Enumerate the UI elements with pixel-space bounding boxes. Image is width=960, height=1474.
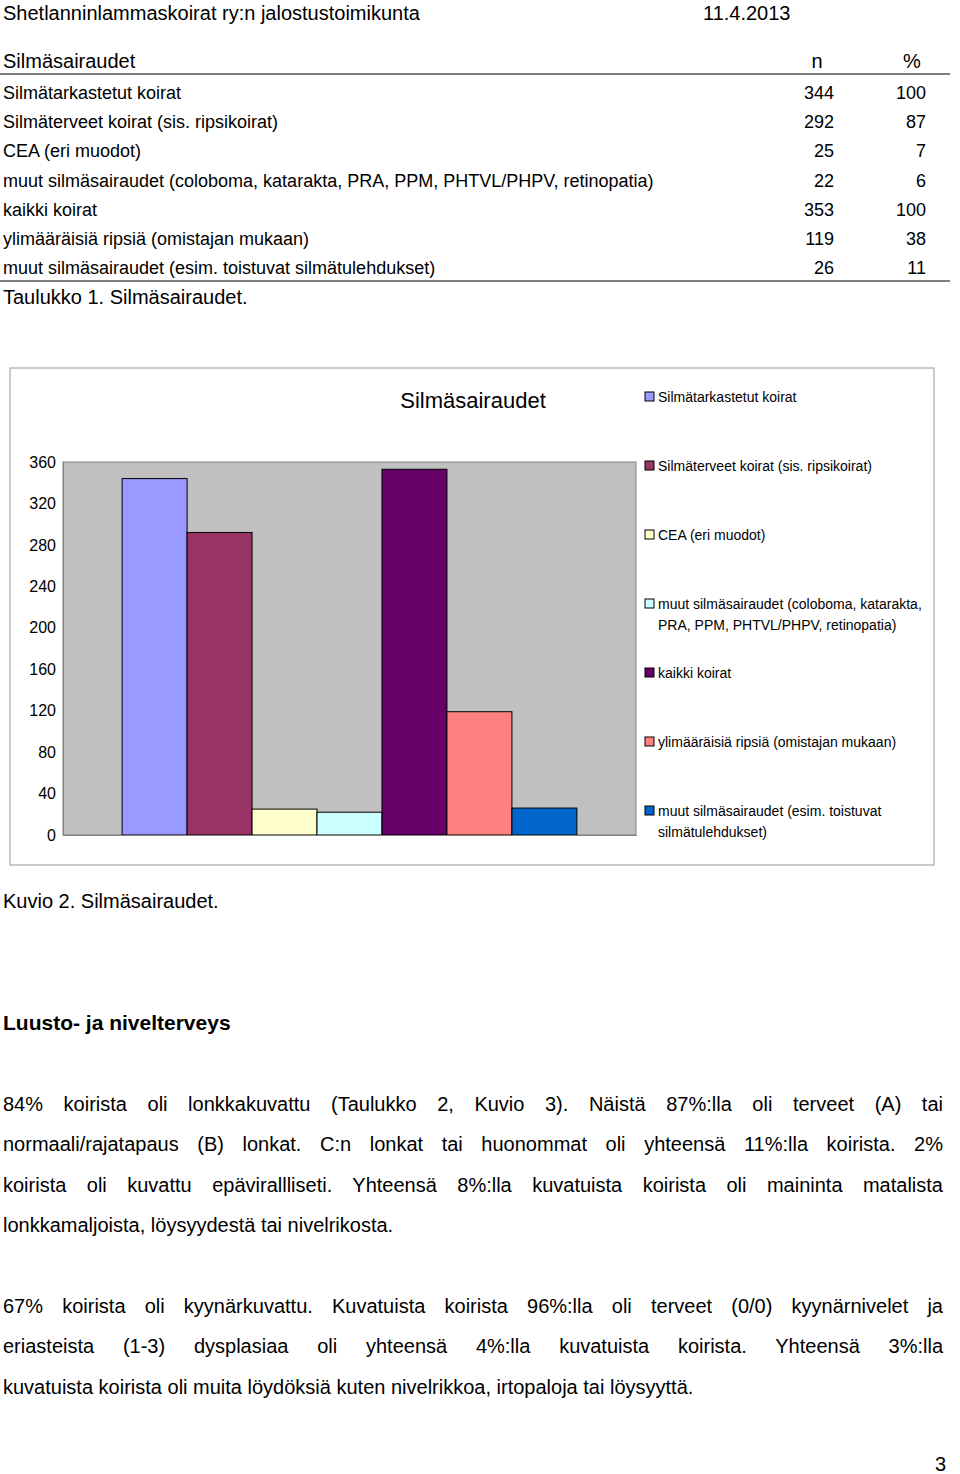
table-cell: 38 [906,229,926,249]
y-tick-label: 240 [29,578,56,595]
paragraph-line: 67% koirista oli kyynärkuvattu. Kuvatuis… [3,1286,943,1326]
table-cell: 119 [805,229,834,249]
legend-label-line: Silmätarkastetut koirat [658,389,797,405]
table-cell: CEA (eri muodot) [3,141,141,161]
bar [122,479,187,835]
y-tick-label: 320 [29,495,56,512]
legend-label: CEA (eri muodot) [658,527,765,543]
chart-frame [10,368,934,865]
legend-swatch [645,392,654,401]
y-tick: 280 [29,537,63,554]
bar [512,808,577,835]
plot-area [63,462,636,835]
legend-label-line: silmätulehdukset) [658,824,767,840]
table-cell: muut silmäsairaudet (coloboma, katarakta… [3,171,654,191]
y-tick: 200 [29,619,63,636]
legend-label-line: ylimääräisiä ripsiä (omistajan mukaan) [658,734,896,750]
section-heading: Luusto- ja nivelterveys [3,1011,231,1034]
y-tick: 360 [29,454,63,471]
table-cell: 292 [804,112,834,132]
legend: Silmätarkastetut koirat Silmäterveet koir… [645,389,922,840]
legend-label: Silmätarkastetut koirat [658,389,797,405]
legend-label: Silmäterveet koirat (sis. ripsikoirat) [658,458,872,474]
bar [447,712,512,835]
page-header-date: 11.4.2013 [703,2,791,24]
paragraph-line: koirista oli kuvattu epävirallliseti. Yh… [3,1165,943,1205]
bar [382,469,447,835]
table-cell: muut silmäsairaudet (esim. toistuvat sil… [3,258,435,278]
y-tick: 120 [29,702,63,719]
legend-swatch [645,668,654,677]
table-cell: 100 [896,83,926,103]
y-tick-label: 40 [38,785,56,802]
y-tick-label: 80 [38,744,56,761]
table-cell: Silmäterveet koirat (sis. ripsikoirat) [3,112,278,132]
page-number: 3 [935,1453,946,1474]
legend-label: kaikki koirat [658,665,731,681]
table-cell: ylimääräisiä ripsiä (omistajan mukaan) [3,229,309,249]
chart-title: Silmäsairaudet [400,388,546,413]
page: { "header": {"title": "Shetlanninlammask… [0,0,960,1474]
paragraph-line: lonkkamaljoista, löysyydestä tai nivelri… [3,1205,943,1245]
table-cell: 7 [916,141,926,161]
table-cell: kaikki koirat [3,200,97,220]
legend-label: ylimääräisiä ripsiä (omistajan mukaan) [658,734,896,750]
table-cell: Silmätarkastetut koirat [3,83,181,103]
y-tick-label: 360 [29,454,56,471]
legend-label: muut silmäsairaudet (coloboma, katarakta… [658,596,922,633]
y-tick: 0 [47,827,63,844]
y-tick: 40 [38,785,63,802]
table-header: n [811,50,822,72]
y-tick-label: 280 [29,537,56,554]
y-tick: 80 [38,744,63,761]
y-axis: 0 40 80 120 160 200 240 280 320 360 [29,454,63,844]
table-cell: 25 [814,141,834,161]
legend-label-line: CEA (eri muodot) [658,527,765,543]
legend-label-line: muut silmäsairaudet (esim. toistuvat [658,803,881,819]
table-cell: 11 [907,258,926,278]
table-cell: 87 [906,112,926,132]
y-tick: 320 [29,495,63,512]
page-header-title: Shetlanninlammaskoirat ry:n jalostustoim… [3,2,421,24]
bar [317,812,382,835]
page-graphics: Shetlanninlammaskoirat ry:n jalostustoim… [0,0,960,1474]
table-cell: 6 [916,171,926,191]
legend-label-line: Silmäterveet koirat (sis. ripsikoirat) [658,458,872,474]
legend-label-line: muut silmäsairaudet (coloboma, katarakta… [658,596,922,612]
table-cell: 22 [814,171,834,191]
paragraph-line: kuvatuista koirista oli muita löydöksiä … [3,1367,943,1407]
legend-swatch [645,530,654,539]
table-cell: 26 [814,258,834,278]
table-cell: 353 [804,200,834,220]
figure-caption: Kuvio 2. Silmäsairaudet. [3,890,219,912]
axis-line [63,463,64,836]
table-caption: Taulukko 1. Silmäsairaudet. [3,286,248,308]
axis-line [64,835,637,836]
legend-swatch [645,461,654,470]
table-rule [0,73,950,74]
legend-label: muut silmäsairaudet (esim. toistuvat silm… [658,803,881,840]
legend-swatch [645,806,654,815]
y-tick-label: 120 [29,702,56,719]
y-tick-label: 0 [47,827,56,844]
bar [252,809,317,835]
legend-swatch [645,737,654,746]
paragraph-line: normaali/rajatapaus (B) lonkat. C:n lonk… [3,1124,943,1164]
y-tick-label: 160 [29,661,56,678]
table-cell: 100 [896,200,926,220]
y-tick: 240 [29,578,63,595]
table-rule [0,280,950,281]
legend-swatch [645,599,654,608]
legend-label-line: kaikki koirat [658,665,731,681]
table-header: % [903,50,921,72]
paragraph-line: 84% koirista oli lonkkakuvattu (Taulukko… [3,1084,943,1124]
bars [122,469,577,835]
table-cell: 344 [804,83,834,103]
table-header: Silmäsairaudet [3,50,136,72]
y-tick: 160 [29,661,63,678]
y-tick-label: 200 [29,619,56,636]
legend-label-line: PRA, PPM, PHTVL/PHPV, retinopatia) [658,617,896,633]
bar [187,532,252,835]
paragraph-line: eriasteista (1-3) dysplasiaa oli yhteens… [3,1326,943,1366]
